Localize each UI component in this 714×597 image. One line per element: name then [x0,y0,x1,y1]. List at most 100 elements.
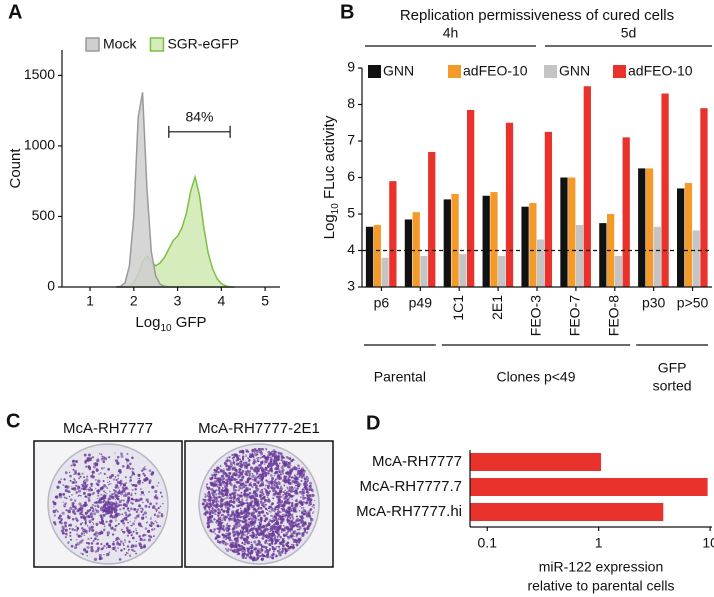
colony [95,488,97,490]
axis-label-part: GFP [172,314,207,331]
colony [77,486,80,489]
colony [223,518,226,521]
colony [301,507,303,509]
x-tick-label: FEO-3 [528,295,544,336]
colony [216,469,218,471]
colony [115,525,117,527]
bar [420,256,427,287]
colony [215,471,217,473]
colony [211,505,212,506]
colony [274,475,275,476]
colony [59,493,62,496]
colony [69,472,70,473]
colony [233,535,235,537]
colony [239,494,242,497]
colony [264,463,266,465]
colony [273,524,275,526]
colony [215,484,217,486]
colony [70,480,72,482]
colony [298,529,300,531]
colony [270,474,273,477]
colony [217,514,220,517]
colony [294,478,296,480]
colony [129,468,131,470]
colony [117,456,120,459]
colony [272,497,274,499]
x-tick-label: 0.1 [478,535,498,551]
colony [277,501,280,504]
colony [225,535,227,537]
colony [230,463,231,464]
colony [85,466,87,468]
colony [124,512,127,515]
colony [291,483,292,484]
colony [247,470,249,472]
colony [252,500,253,501]
colony [129,529,131,531]
colony [105,492,107,494]
bracket [169,126,230,138]
colony [309,489,310,490]
colony [236,504,239,507]
colony [218,494,219,495]
colony [71,494,73,496]
bar [490,192,497,287]
colony [255,484,257,486]
colony [144,534,146,536]
colony [264,457,266,459]
colony [144,474,146,476]
colony [123,483,126,486]
colony [203,499,206,502]
colony [241,535,242,536]
colony [96,543,98,545]
panel-letter: C [6,410,20,432]
colony [152,507,154,509]
colony [232,531,235,534]
colony [120,549,122,551]
colony [239,455,241,457]
colony [248,552,250,554]
colony [106,504,108,506]
colony [218,489,221,492]
colony [289,501,291,503]
colony [117,486,120,489]
colony [220,465,222,467]
colony [210,503,211,504]
colony [297,486,299,488]
colony [302,474,305,477]
colony [136,511,138,513]
y-tick-label: 7 [347,132,355,148]
y-tick-label: McA-RH7777 [372,453,462,470]
colony [154,508,155,509]
bar [444,199,451,287]
colony [264,472,267,475]
colony [121,499,123,501]
colony [265,467,268,470]
colony [142,473,144,475]
colony [130,525,131,526]
colony [297,529,299,531]
colony [72,481,75,484]
colony [108,484,109,485]
colony [95,479,97,481]
colony [101,455,103,457]
colony [291,504,292,505]
colony [134,488,136,490]
colony [290,508,292,510]
colony [154,514,156,516]
colony [233,486,236,489]
colony [142,502,144,504]
colony [91,529,94,532]
colony [291,514,293,516]
colony [138,504,141,507]
colony [84,519,87,522]
colony [115,494,116,495]
colony [227,495,228,496]
colony [245,499,247,501]
colony [301,503,303,505]
colony [95,539,96,540]
colony [268,529,270,531]
colony [115,519,117,521]
colony [211,488,214,491]
colony [294,481,296,483]
